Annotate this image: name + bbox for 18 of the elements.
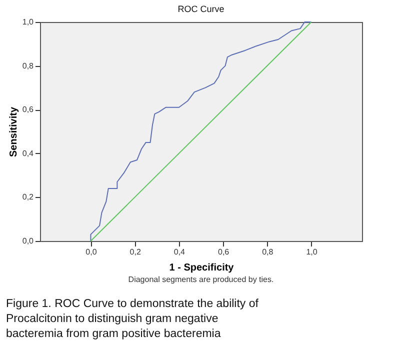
x-tick-label: 0,4 (174, 248, 186, 256)
x-axis-title: 1 - Specificity (169, 262, 234, 274)
line-series (90, 22, 312, 242)
y-tick-label: 1,0 (22, 18, 34, 26)
y-tick-label: 0,4 (22, 148, 34, 158)
x-tick-label: 0,2 (130, 248, 142, 256)
y-axis-title: Sensitivity (8, 106, 20, 158)
caption: Figure 1. ROC Curve to demonstrate the ability of Procalcitonin to distinguish gram negative bacteremia from gram positive bacteremia (6, 298, 260, 340)
x-tick-label: 0,8 (262, 248, 274, 256)
x-tick-label: 0,0 (86, 248, 98, 256)
y-tick-label: 0,2 (22, 192, 34, 202)
x-tick-label: 1,0 (306, 248, 318, 256)
y-tick-label: 0,6 (22, 105, 34, 114)
chart-title: ROC Curve (178, 4, 224, 14)
y-tick-label: 0,8 (22, 61, 34, 70)
y-tick-label: 0,0 (22, 236, 34, 246)
x-tick-label: 0,6 (218, 248, 230, 256)
text: Diagonal segments are produced by ties. (128, 275, 274, 284)
